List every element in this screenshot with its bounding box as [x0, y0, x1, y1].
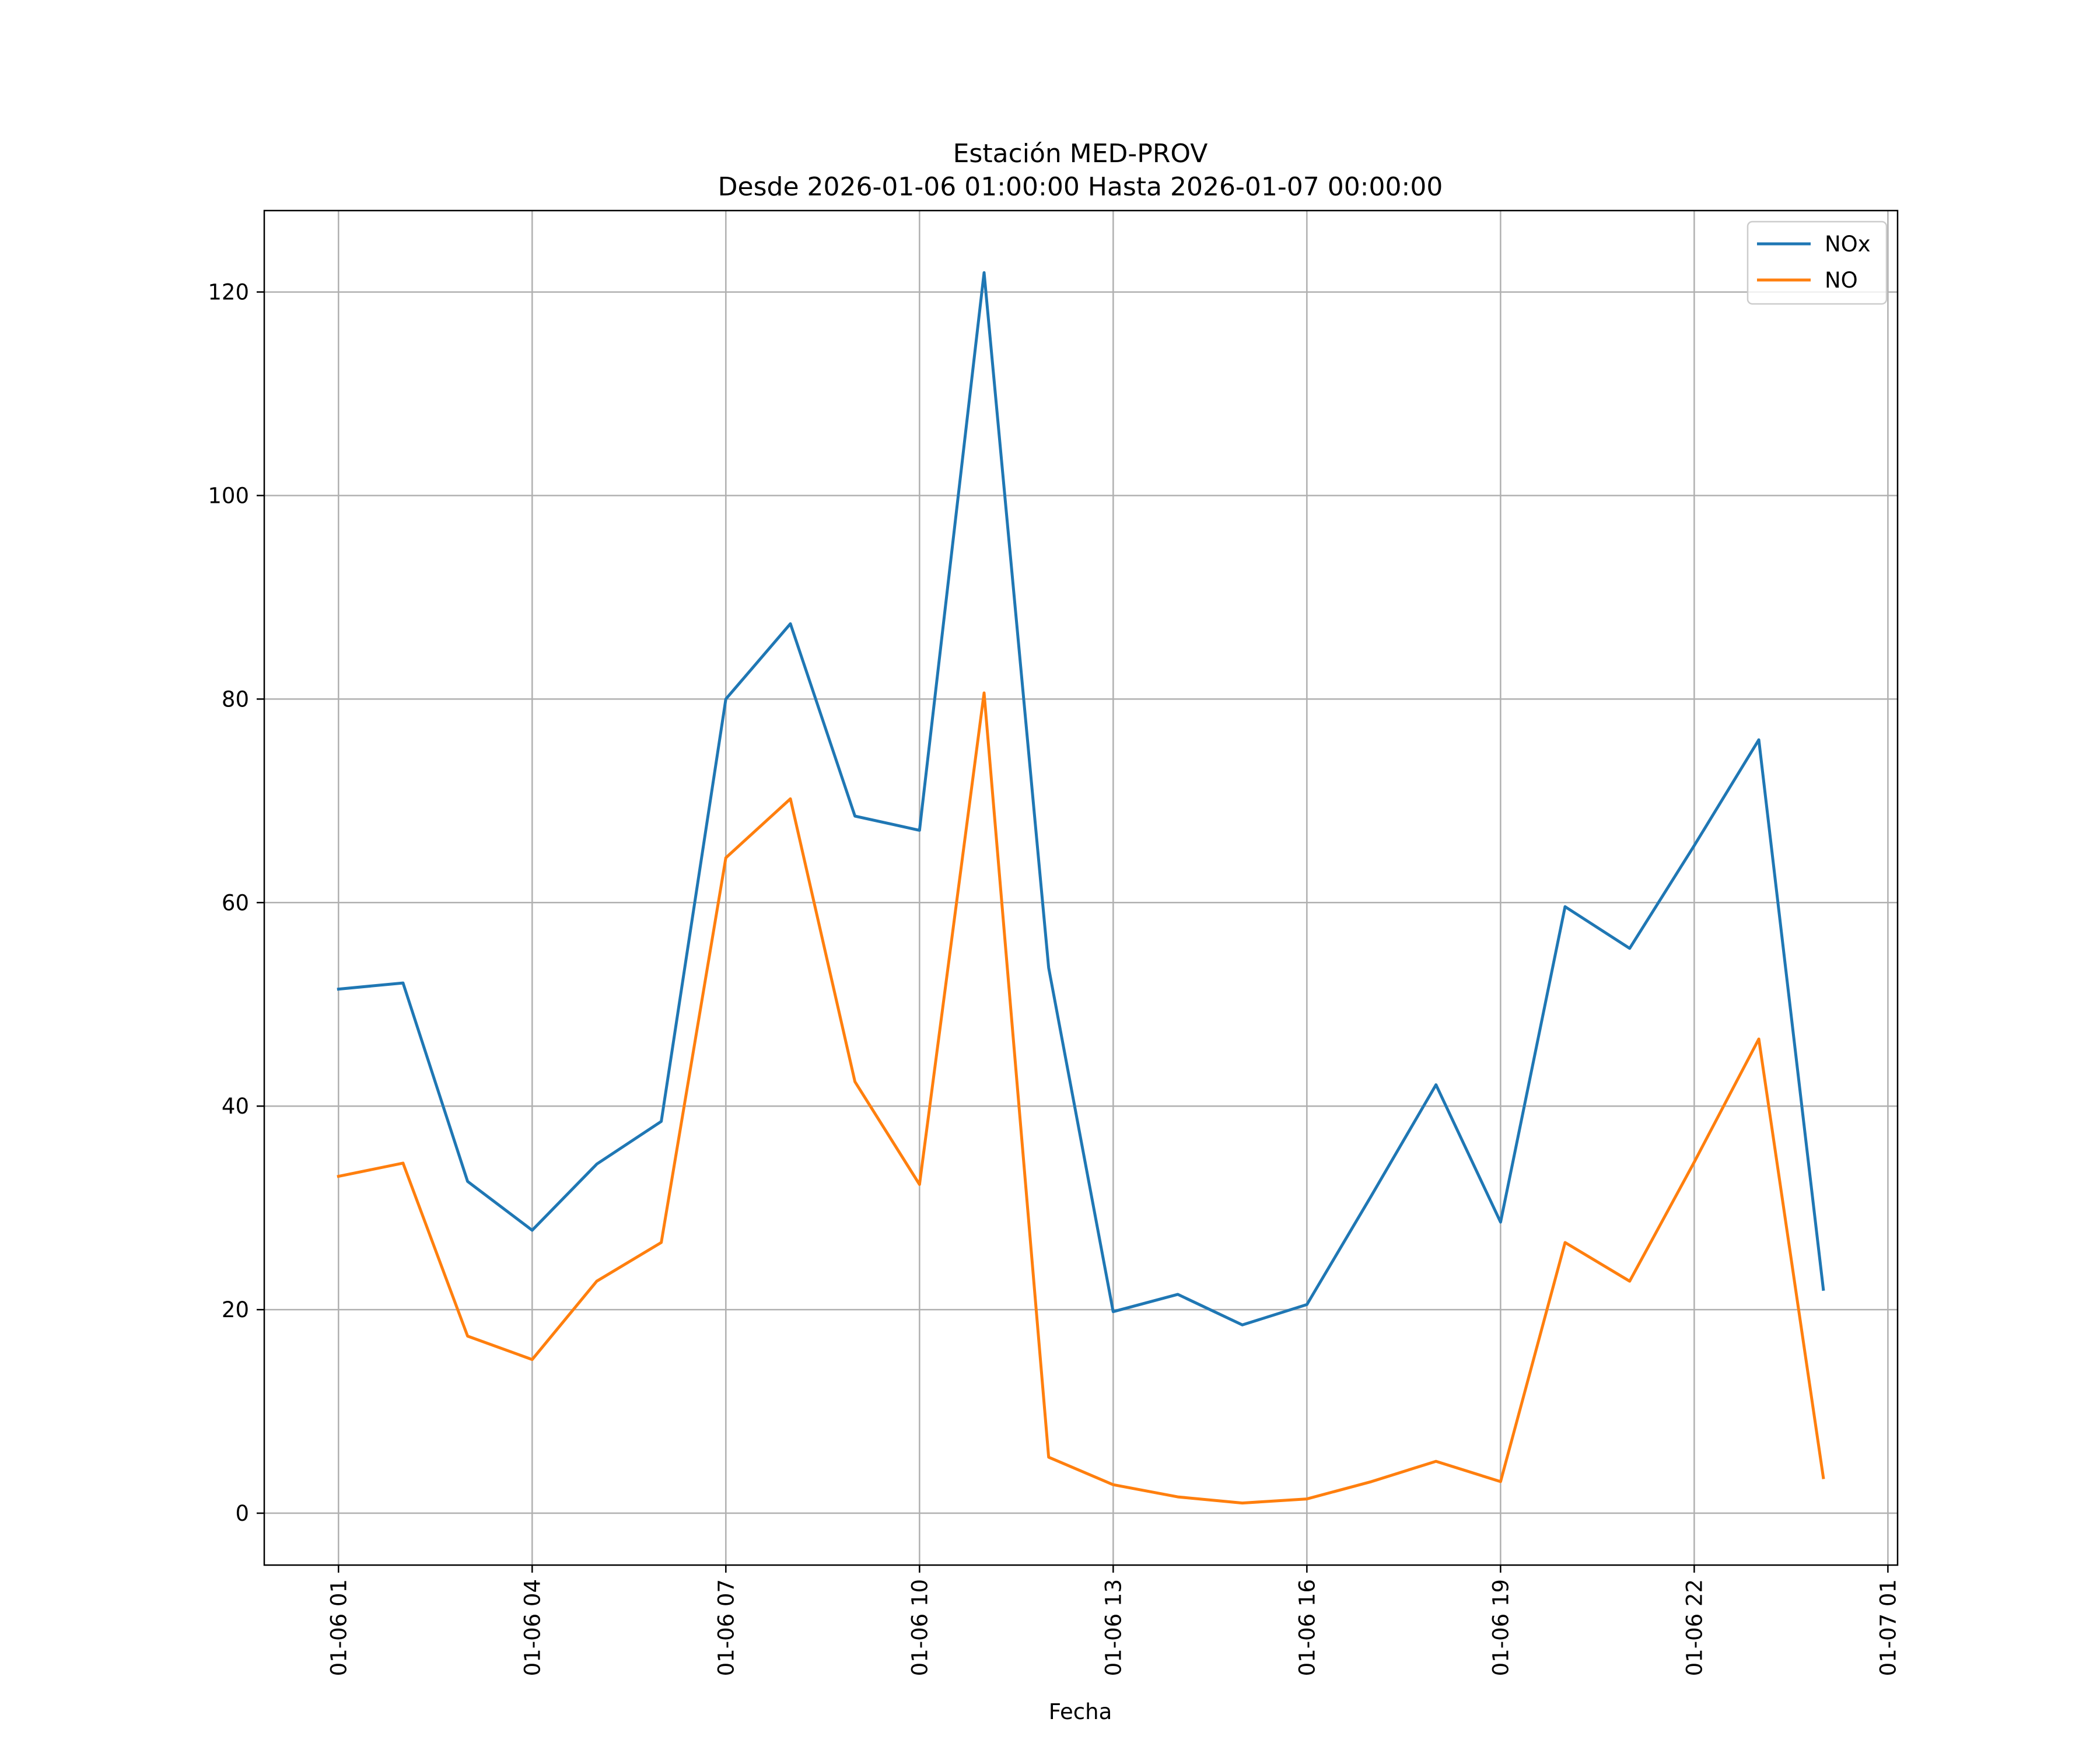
x-tick-label: 01-06 16	[1294, 1579, 1320, 1676]
series-line-nox	[337, 271, 1825, 1326]
plot-frame	[263, 209, 1899, 1566]
x-axis: 01-06 01 01-06 04 01-06 07 01-06 10 01-06 13…	[326, 1565, 1901, 1676]
y-tick-label: 120	[208, 280, 249, 305]
y-tick-label: 60	[222, 890, 249, 915]
series-line-no	[337, 691, 1825, 1505]
y-tick-label: 100	[208, 483, 249, 508]
x-tick-label: 01-06 01	[326, 1579, 351, 1676]
y-tick-label: 80	[222, 687, 249, 712]
x-tick-label: 01-06 07	[713, 1579, 738, 1676]
y-tick-label: 40	[222, 1094, 249, 1119]
x-axis-label: Fecha	[1049, 1699, 1112, 1724]
grid-lines	[264, 211, 1898, 1565]
x-tick-label: 01-07 01	[1875, 1579, 1901, 1676]
y-axis: 0 20 40 60 80 100 120	[208, 280, 264, 1526]
series-lines	[337, 271, 1825, 1505]
legend-label-nox: NOx	[1825, 232, 1871, 257]
x-tick-label: 01-06 13	[1101, 1579, 1126, 1676]
x-tick-label: 01-06 10	[907, 1579, 932, 1676]
chart-title-line1: Estación MED-PROV	[953, 139, 1208, 169]
legend: NOx NO	[1746, 220, 1888, 305]
x-tick-label: 01-06 19	[1488, 1579, 1513, 1676]
y-tick-label: 20	[222, 1297, 249, 1322]
x-tick-label: 01-06 22	[1682, 1579, 1707, 1676]
legend-box	[1746, 220, 1888, 305]
x-tick-label: 01-06 04	[520, 1579, 545, 1676]
legend-label-no: NO	[1825, 268, 1858, 293]
y-tick-label: 0	[235, 1501, 249, 1526]
chart-title-line2: Desde 2026-01-06 01:00:00 Hasta 2026-01-…	[718, 172, 1443, 202]
